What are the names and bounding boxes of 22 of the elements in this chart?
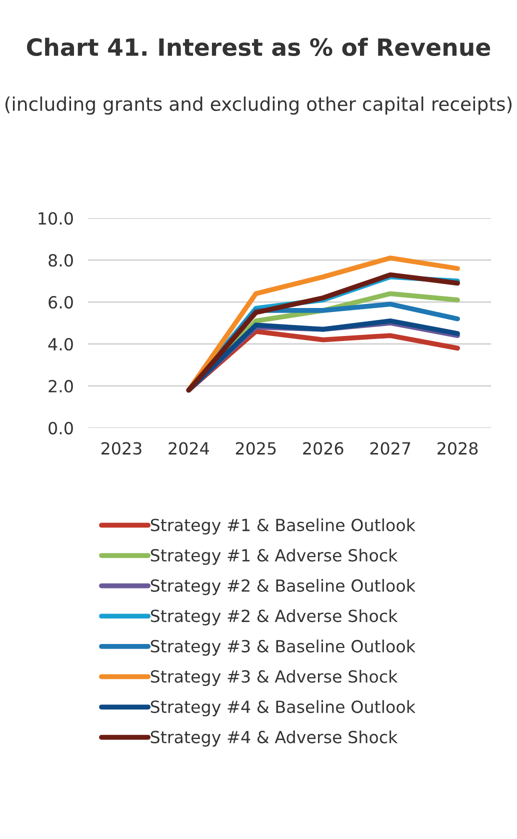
legend-label: Strategy #2 & Adverse Shock — [150, 609, 398, 626]
x-tick-label: 2024 — [168, 442, 209, 455]
y-tick-label: 8.0 — [48, 254, 73, 267]
y-tick-label: 6.0 — [48, 296, 73, 309]
legend-label: Strategy #2 & Baseline Outlook — [150, 578, 416, 596]
x-tick-label: 2028 — [438, 442, 478, 455]
y-tick-label: 4.0 — [48, 338, 73, 351]
legend-label: Strategy #3 & Baseline Outlook — [150, 640, 416, 656]
y-tick-label: 10.0 — [38, 212, 73, 225]
legend-label: Strategy #1 & Baseline Outlook — [150, 518, 416, 535]
legend-label: Strategy #1 & Adverse Shock — [150, 548, 398, 565]
y-tick-label: 2.0 — [48, 380, 73, 393]
legend-label: Strategy #3 & Adverse Shock — [150, 670, 398, 686]
x-tick-label: 2023 — [102, 442, 142, 455]
chart-title: Chart 41. Interest as % of Revenue — [26, 38, 490, 56]
chart-subtitle: (including grants and excluding other capital receipts) — [5, 96, 512, 115]
x-tick-label: 2026 — [303, 442, 344, 455]
y-tick-label: 0.0 — [48, 422, 73, 434]
x-tick-label: 2027 — [370, 442, 410, 455]
legend-label: Strategy #4 & Baseline Outlook — [150, 700, 416, 716]
legend-label: Strategy #4 & Adverse Shock — [150, 730, 398, 747]
x-tick-label: 2025 — [236, 442, 276, 455]
